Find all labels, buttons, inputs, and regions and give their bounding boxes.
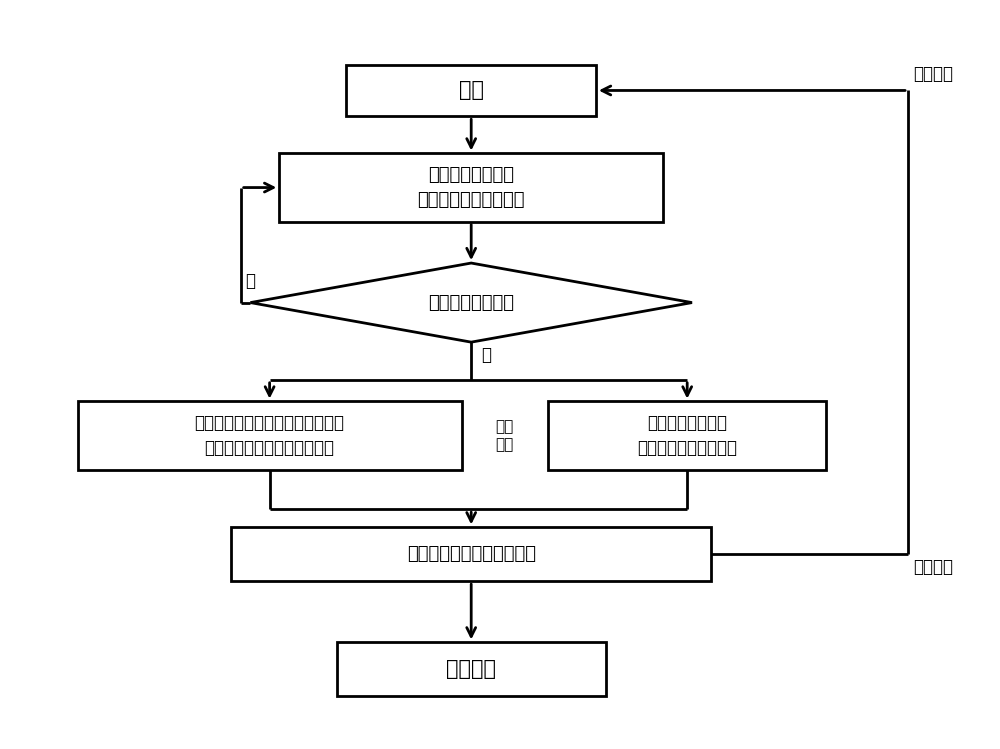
Polygon shape <box>250 263 692 342</box>
Text: 铺粉: 铺粉 <box>459 80 484 100</box>
Bar <box>337 643 606 697</box>
Text: 是: 是 <box>481 346 491 364</box>
Text: 新层开始: 新层开始 <box>913 65 953 83</box>
Bar <box>548 401 826 470</box>
Text: 加热模式电子束对
加热区域进行加热扫描: 加热模式电子束对 加热区域进行加热扫描 <box>637 414 737 457</box>
Text: 循环反复: 循环反复 <box>913 558 953 576</box>
Bar <box>279 154 663 222</box>
Text: 聚焦激光束或熔化沉积模式电子束
对零件截面区域进行熔化扫描: 聚焦激光束或熔化沉积模式电子束 对零件截面区域进行熔化扫描 <box>195 414 345 457</box>
Bar <box>78 401 462 470</box>
Text: 否: 否 <box>246 272 256 290</box>
Text: 成形结束: 成形结束 <box>446 659 496 679</box>
Text: 加热模式电子束对
预热区域进行预热扫描: 加热模式电子束对 预热区域进行预热扫描 <box>417 166 525 209</box>
Text: 是否达到设定温度: 是否达到设定温度 <box>428 294 514 312</box>
Text: 同步
并行: 同步 并行 <box>496 419 514 452</box>
Bar <box>231 527 711 581</box>
Bar <box>346 64 596 116</box>
Text: 成形平台下降一个粉末层高: 成形平台下降一个粉末层高 <box>407 545 536 563</box>
